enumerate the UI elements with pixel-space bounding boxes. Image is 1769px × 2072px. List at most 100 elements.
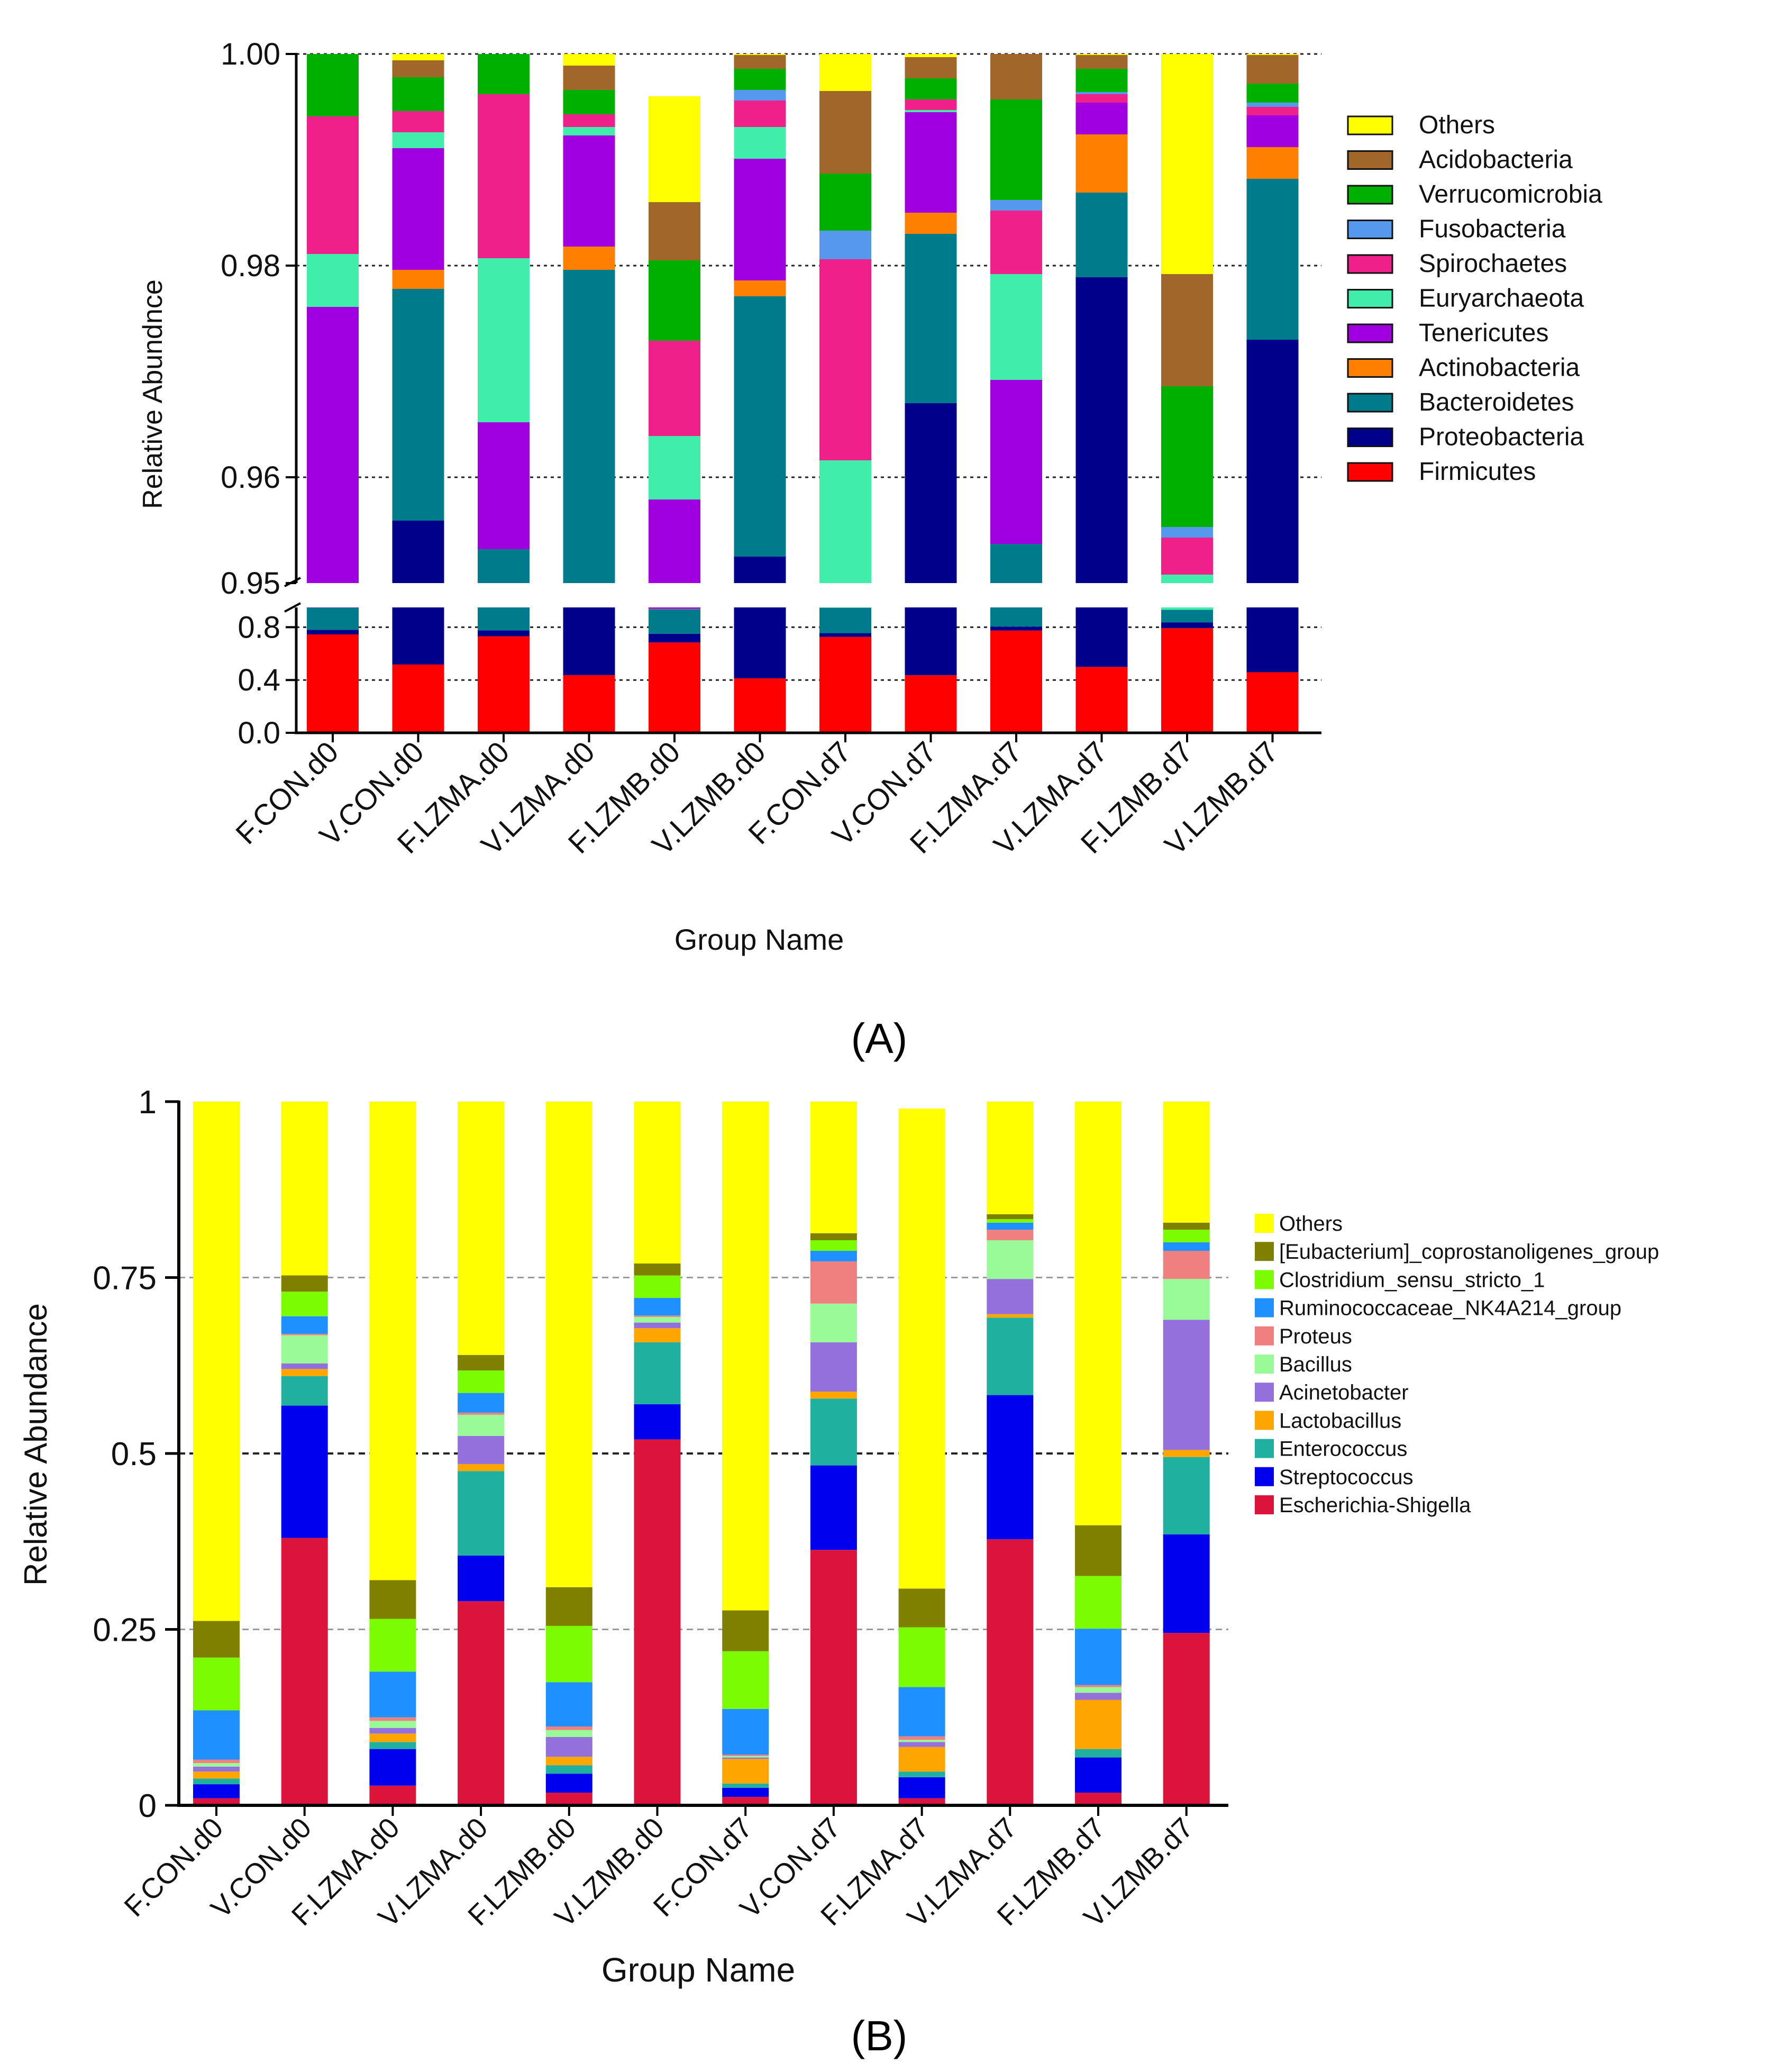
chart-a-bar-others-v-con-d7 bbox=[905, 54, 957, 57]
panel-label-b: (B) bbox=[851, 2012, 908, 2059]
chart-a-bar-euryarchaeota-v-con-d0 bbox=[392, 132, 444, 148]
chart-a-ytick-label: 0.8 bbox=[238, 610, 280, 644]
chart-b-legend-label-ruminococcaceae-nk4a214-group: Ruminococcaceae_NK4A214_group bbox=[1279, 1297, 1621, 1320]
chart-b-legend-swatch-proteus bbox=[1255, 1326, 1274, 1346]
chart-a-bar-euryarchaeota-f-lzma-d7 bbox=[990, 274, 1042, 380]
chart-a-ytick-label: 0.0 bbox=[238, 716, 280, 750]
chart-a-bar-firmicutes-v-con-d0 bbox=[392, 664, 444, 733]
chart-b-bar-escherichia-shigella-f-con-d0 bbox=[193, 1798, 240, 1805]
chart-b-bar-clostridium-sensu-stricto-1-v-lzma-d7 bbox=[987, 1219, 1034, 1223]
chart-a-bar-euryarchaeota-f-con-d7 bbox=[819, 607, 871, 608]
chart-b-bar-clostridium-sensu-stricto-1-v-con-d7 bbox=[810, 1240, 857, 1251]
chart-b-bar-proteus-f-con-d0 bbox=[193, 1759, 240, 1764]
chart-b-bar-eubacterium-coprostanoligenes-group-f-con-d0 bbox=[193, 1621, 240, 1658]
chart-b-bar-bacillus-f-lzma-d0 bbox=[369, 1721, 416, 1728]
chart-a-bar-bacteroidetes-f-con-d7 bbox=[819, 607, 871, 633]
chart-a-bar-euryarchaeota-f-lzma-d0 bbox=[478, 258, 530, 422]
chart-a-bar-proteobacteria-f-con-d0 bbox=[307, 630, 359, 634]
chart-b-bar-lactobacillus-f-lzma-d7 bbox=[898, 1747, 945, 1772]
chart-a-legend-swatch-tenericutes bbox=[1347, 323, 1393, 343]
chart-b-bar-escherichia-shigella-f-lzma-d0 bbox=[369, 1785, 416, 1805]
chart-b-bar-ruminococcaceae-nk4a214-group-f-lzmb-d7 bbox=[1075, 1629, 1121, 1685]
chart-b-bar-others-v-con-d0 bbox=[281, 1102, 328, 1276]
chart-a-bar-euryarchaeota-f-lzmb-d7 bbox=[1161, 575, 1213, 583]
chart-a-bar-proteobacteria-v-lzma-d0 bbox=[563, 607, 615, 675]
chart-b-bar-clostridium-sensu-stricto-1-f-lzmb-d7 bbox=[1075, 1576, 1121, 1629]
chart-b-ylabel: Relative Abundance bbox=[18, 1303, 53, 1586]
chart-b-legend-swatch-others bbox=[1255, 1214, 1274, 1233]
chart-b-bar-enterococcus-f-lzma-d7 bbox=[898, 1771, 945, 1777]
chart-b-bar-escherichia-shigella-v-con-d0 bbox=[281, 1538, 328, 1805]
chart-b-bar-others-f-lzma-d0 bbox=[369, 1102, 416, 1580]
chart-a-legend-label-acidobacteria: Acidobacteria bbox=[1419, 146, 1573, 174]
chart-b-bar-clostridium-sensu-stricto-1-f-lzma-d7 bbox=[898, 1627, 945, 1687]
chart-a-bar-fusobacteria-f-con-d7 bbox=[819, 231, 871, 259]
chart-b-bar-lactobacillus-f-lzma-d0 bbox=[369, 1733, 416, 1742]
chart-a-bar-tenericutes-v-lzmb-d0 bbox=[734, 159, 786, 280]
chart-a-xlabel: Group Name bbox=[674, 923, 844, 956]
chart-a-bar-bacteroidetes-f-lzma-d7 bbox=[990, 607, 1042, 627]
chart-b-bar-clostridium-sensu-stricto-1-f-con-d7 bbox=[722, 1651, 769, 1709]
chart-a-bar-firmicutes-f-lzma-d7 bbox=[990, 630, 1042, 733]
chart-b-bar-proteus-f-lzma-d7 bbox=[898, 1736, 945, 1740]
chart-b-legend-swatch-clostridium-sensu-stricto-1 bbox=[1255, 1270, 1274, 1289]
panel-label-a: (A) bbox=[851, 1015, 908, 1062]
chart-b-bar-ruminococcaceae-nk4a214-group-f-lzma-d7 bbox=[898, 1687, 945, 1737]
chart-b-bar-ruminococcaceae-nk4a214-group-f-lzmb-d0 bbox=[545, 1682, 592, 1727]
chart-a-bar-acidobacteria-v-con-d0 bbox=[392, 60, 444, 77]
chart-b-bar-proteus-f-lzma-d0 bbox=[369, 1717, 416, 1721]
chart-a-bar-verrucomicrobia-v-con-d0 bbox=[392, 77, 444, 111]
chart-a-legend-label-actinobacteria: Actinobacteria bbox=[1419, 354, 1580, 382]
chart-b-bar-enterococcus-v-lzma-d7 bbox=[987, 1317, 1034, 1395]
chart-b-legend-label-streptococcus: Streptococcus bbox=[1279, 1466, 1413, 1489]
chart-b-legend-swatch-acinetobacter bbox=[1255, 1383, 1274, 1402]
chart-a-bar-firmicutes-v-lzmb-d7 bbox=[1246, 672, 1299, 733]
chart-b-bar-escherichia-shigella-v-con-d7 bbox=[810, 1550, 857, 1805]
chart-b-bar-streptococcus-f-con-d7 bbox=[722, 1787, 769, 1797]
chart-b-legend-label-bacillus: Bacillus bbox=[1279, 1353, 1352, 1376]
chart-a-bar-proteobacteria-v-con-d0 bbox=[392, 521, 444, 583]
chart-b-bar-streptococcus-f-con-d0 bbox=[193, 1784, 240, 1798]
chart-b-bars bbox=[193, 1102, 1210, 1805]
chart-b-bar-streptococcus-v-lzma-d7 bbox=[987, 1395, 1034, 1540]
chart-a-bar-tenericutes-f-con-d0 bbox=[307, 307, 359, 583]
chart-b-ytick-label: 0.75 bbox=[93, 1260, 157, 1297]
chart-b-bar-ruminococcaceae-nk4a214-group-v-con-d0 bbox=[281, 1316, 328, 1334]
chart-a-bar-proteobacteria-v-lzmb-d0 bbox=[734, 557, 786, 583]
chart-a-legend-swatch-acidobacteria bbox=[1347, 150, 1393, 170]
chart-b-bar-acinetobacter-f-lzma-d0 bbox=[369, 1728, 416, 1734]
chart-a-bar-bacteroidetes-v-lzmb-d7 bbox=[1246, 179, 1299, 340]
chart-b-bar-escherichia-shigella-v-lzmb-d7 bbox=[1163, 1633, 1210, 1805]
chart-b-bar-eubacterium-coprostanoligenes-group-f-lzmb-d0 bbox=[545, 1587, 592, 1626]
chart-a-bar-proteobacteria-v-con-d0 bbox=[392, 607, 444, 665]
chart-a-bar-acidobacteria-f-con-d7 bbox=[819, 91, 871, 174]
chart-b-bar-others-v-con-d7 bbox=[810, 1102, 857, 1233]
chart-a-bar-proteobacteria-v-lzmb-d0 bbox=[734, 607, 786, 679]
chart-b-bar-others-v-lzmb-d7 bbox=[1163, 1102, 1210, 1223]
chart-b-bar-acinetobacter-f-lzma-d7 bbox=[898, 1742, 945, 1747]
chart-a-ytick-label: 0.95 bbox=[221, 566, 280, 601]
chart-b-bar-others-v-lzma-d7 bbox=[987, 1102, 1034, 1214]
chart-b-bar-enterococcus-f-lzmb-d0 bbox=[545, 1765, 592, 1774]
chart-a-bar-acidobacteria-f-lzmb-d7 bbox=[1161, 274, 1213, 386]
chart-b-bar-ruminococcaceae-nk4a214-group-v-con-d7 bbox=[810, 1250, 857, 1261]
chart-b-bar-proteus-v-lzma-d7 bbox=[987, 1230, 1034, 1241]
chart-b-bar-escherichia-shigella-f-lzmb-d0 bbox=[545, 1793, 592, 1805]
chart-b-bar-streptococcus-v-con-d7 bbox=[810, 1465, 857, 1550]
chart-a-bar-firmicutes-v-lzma-d7 bbox=[1075, 667, 1128, 733]
chart-b-bar-ruminococcaceae-nk4a214-group-v-lzma-d0 bbox=[458, 1393, 505, 1413]
chart-b-legend-swatch-eubacterium-coprostanoligenes-group bbox=[1255, 1242, 1274, 1261]
chart-b-bar-eubacterium-coprostanoligenes-group-v-con-d0 bbox=[281, 1275, 328, 1292]
chart-a-bar-firmicutes-f-con-d7 bbox=[819, 637, 871, 733]
chart-a-bar-others-f-lzmb-d0 bbox=[649, 96, 700, 202]
chart-b-bar-escherichia-shigella-f-con-d7 bbox=[722, 1797, 769, 1805]
chart-b-legend-label-lactobacillus: Lactobacillus bbox=[1279, 1409, 1401, 1432]
chart-b-bar-others-v-lzma-d0 bbox=[458, 1102, 505, 1355]
chart-a-bar-others-f-con-d7 bbox=[819, 54, 871, 91]
chart-b-bar-bacillus-f-lzma-d7 bbox=[898, 1740, 945, 1742]
chart-b-bar-eubacterium-coprostanoligenes-group-f-lzma-d0 bbox=[369, 1580, 416, 1619]
chart-b-bar-lactobacillus-f-con-d0 bbox=[193, 1771, 240, 1779]
chart-a-bar-tenericutes-f-lzmb-d0 bbox=[649, 607, 700, 609]
chart-a-bar-bacteroidetes-v-con-d7 bbox=[905, 234, 957, 403]
chart-a-bar-acidobacteria-v-lzmb-d0 bbox=[734, 55, 786, 69]
